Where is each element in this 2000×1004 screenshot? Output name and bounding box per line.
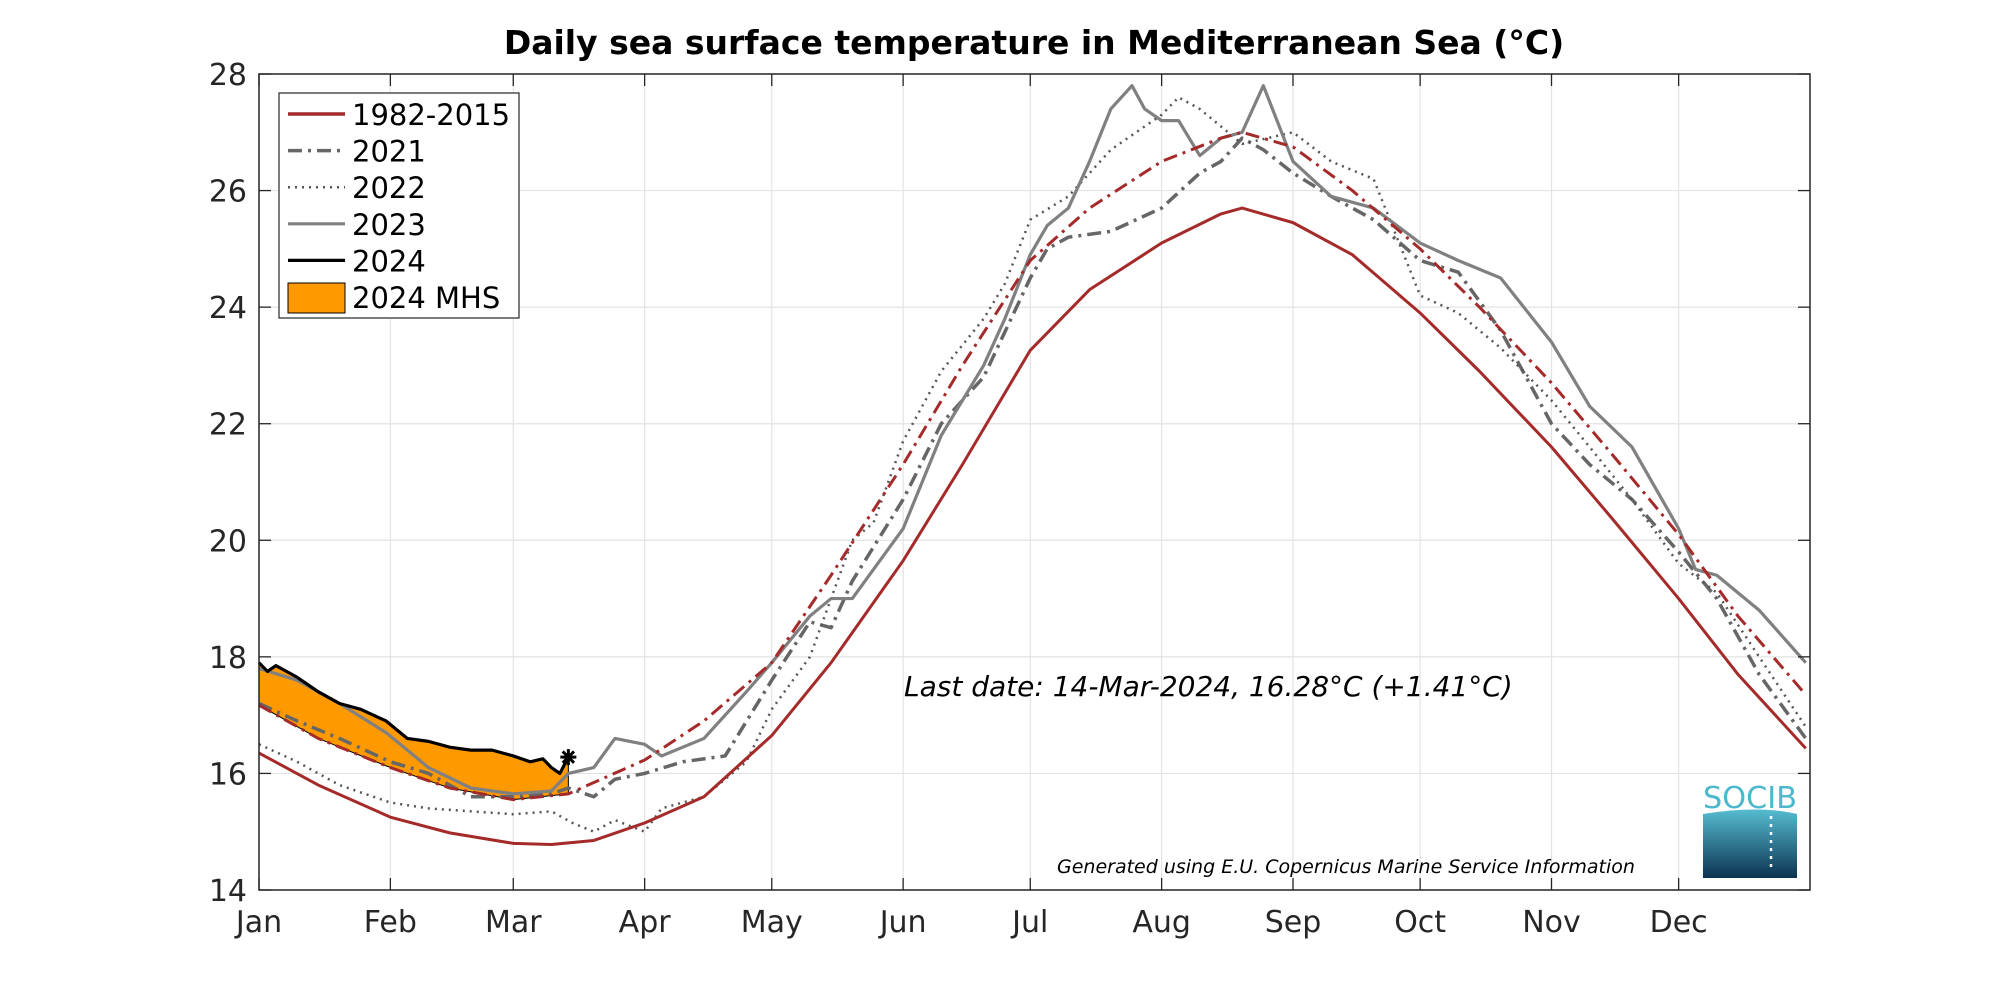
series-line-2022 xyxy=(258,96,1807,833)
x-tick-label: Aug xyxy=(1132,905,1191,940)
y-tick-label: 26 xyxy=(209,175,247,210)
last-date-annotation: Last date: 14-Mar-2024, 16.28°C (+1.41°C… xyxy=(904,670,1513,703)
x-tick-label: Sep xyxy=(1265,905,1322,940)
legend-item: 2024 xyxy=(288,244,426,278)
legend-item: 1982-2015 xyxy=(288,98,510,132)
x-tick-label: May xyxy=(741,905,803,940)
y-tick-label: 28 xyxy=(209,58,247,93)
y-tick-label: 22 xyxy=(209,408,247,443)
legend-item: 2021 xyxy=(288,135,426,169)
marker-stroke xyxy=(561,750,576,764)
legend-label: 1982-2015 xyxy=(352,98,510,132)
legend-label: 2024 xyxy=(352,244,426,278)
series-line-2021 xyxy=(258,136,1808,799)
legend-label: 2022 xyxy=(352,171,426,205)
x-tick-label: Jan xyxy=(234,905,282,940)
x-tick-label: Oct xyxy=(1394,905,1446,940)
legend-label: 2024 MHS xyxy=(352,281,500,315)
legend-item: 2023 xyxy=(288,208,426,242)
y-tick-label: 16 xyxy=(209,757,247,792)
legend-label: 2021 xyxy=(352,135,426,169)
x-tick-label: Dec xyxy=(1650,905,1708,940)
series-line-threshold xyxy=(258,130,1807,802)
copernicus-credit: Generated using E.U. Copernicus Marine S… xyxy=(1057,856,1635,878)
y-tick-label: 18 xyxy=(209,641,247,676)
legend-label: 2023 xyxy=(352,208,426,242)
x-tick-label: Apr xyxy=(619,905,672,940)
series-line-2023 xyxy=(258,84,1807,796)
series-line-1982-2015 xyxy=(258,206,1807,847)
legend-item: 2024 MHS xyxy=(287,281,500,315)
x-tick-label: Jun xyxy=(878,905,927,940)
legend-item: 2022 xyxy=(288,171,426,205)
x-tick-label: Jul xyxy=(1010,905,1048,940)
last-point-marker xyxy=(560,749,577,766)
series-lines xyxy=(257,84,1808,847)
chart-title: Daily sea surface temperature in Mediter… xyxy=(504,23,1564,62)
plot-frame xyxy=(258,73,1811,891)
legend-box xyxy=(278,92,520,319)
y-tick-label: 24 xyxy=(209,291,247,326)
socib-logo: SOCIB xyxy=(1703,781,1797,878)
x-tick-label: Mar xyxy=(485,905,542,940)
x-tick-label: Nov xyxy=(1522,905,1581,940)
series-line-2024 xyxy=(257,661,570,776)
x-tick-label: Feb xyxy=(364,905,417,940)
y-tick-label: 20 xyxy=(209,524,247,559)
y-tick-label: 14 xyxy=(209,874,247,909)
legend-swatch xyxy=(287,282,346,314)
